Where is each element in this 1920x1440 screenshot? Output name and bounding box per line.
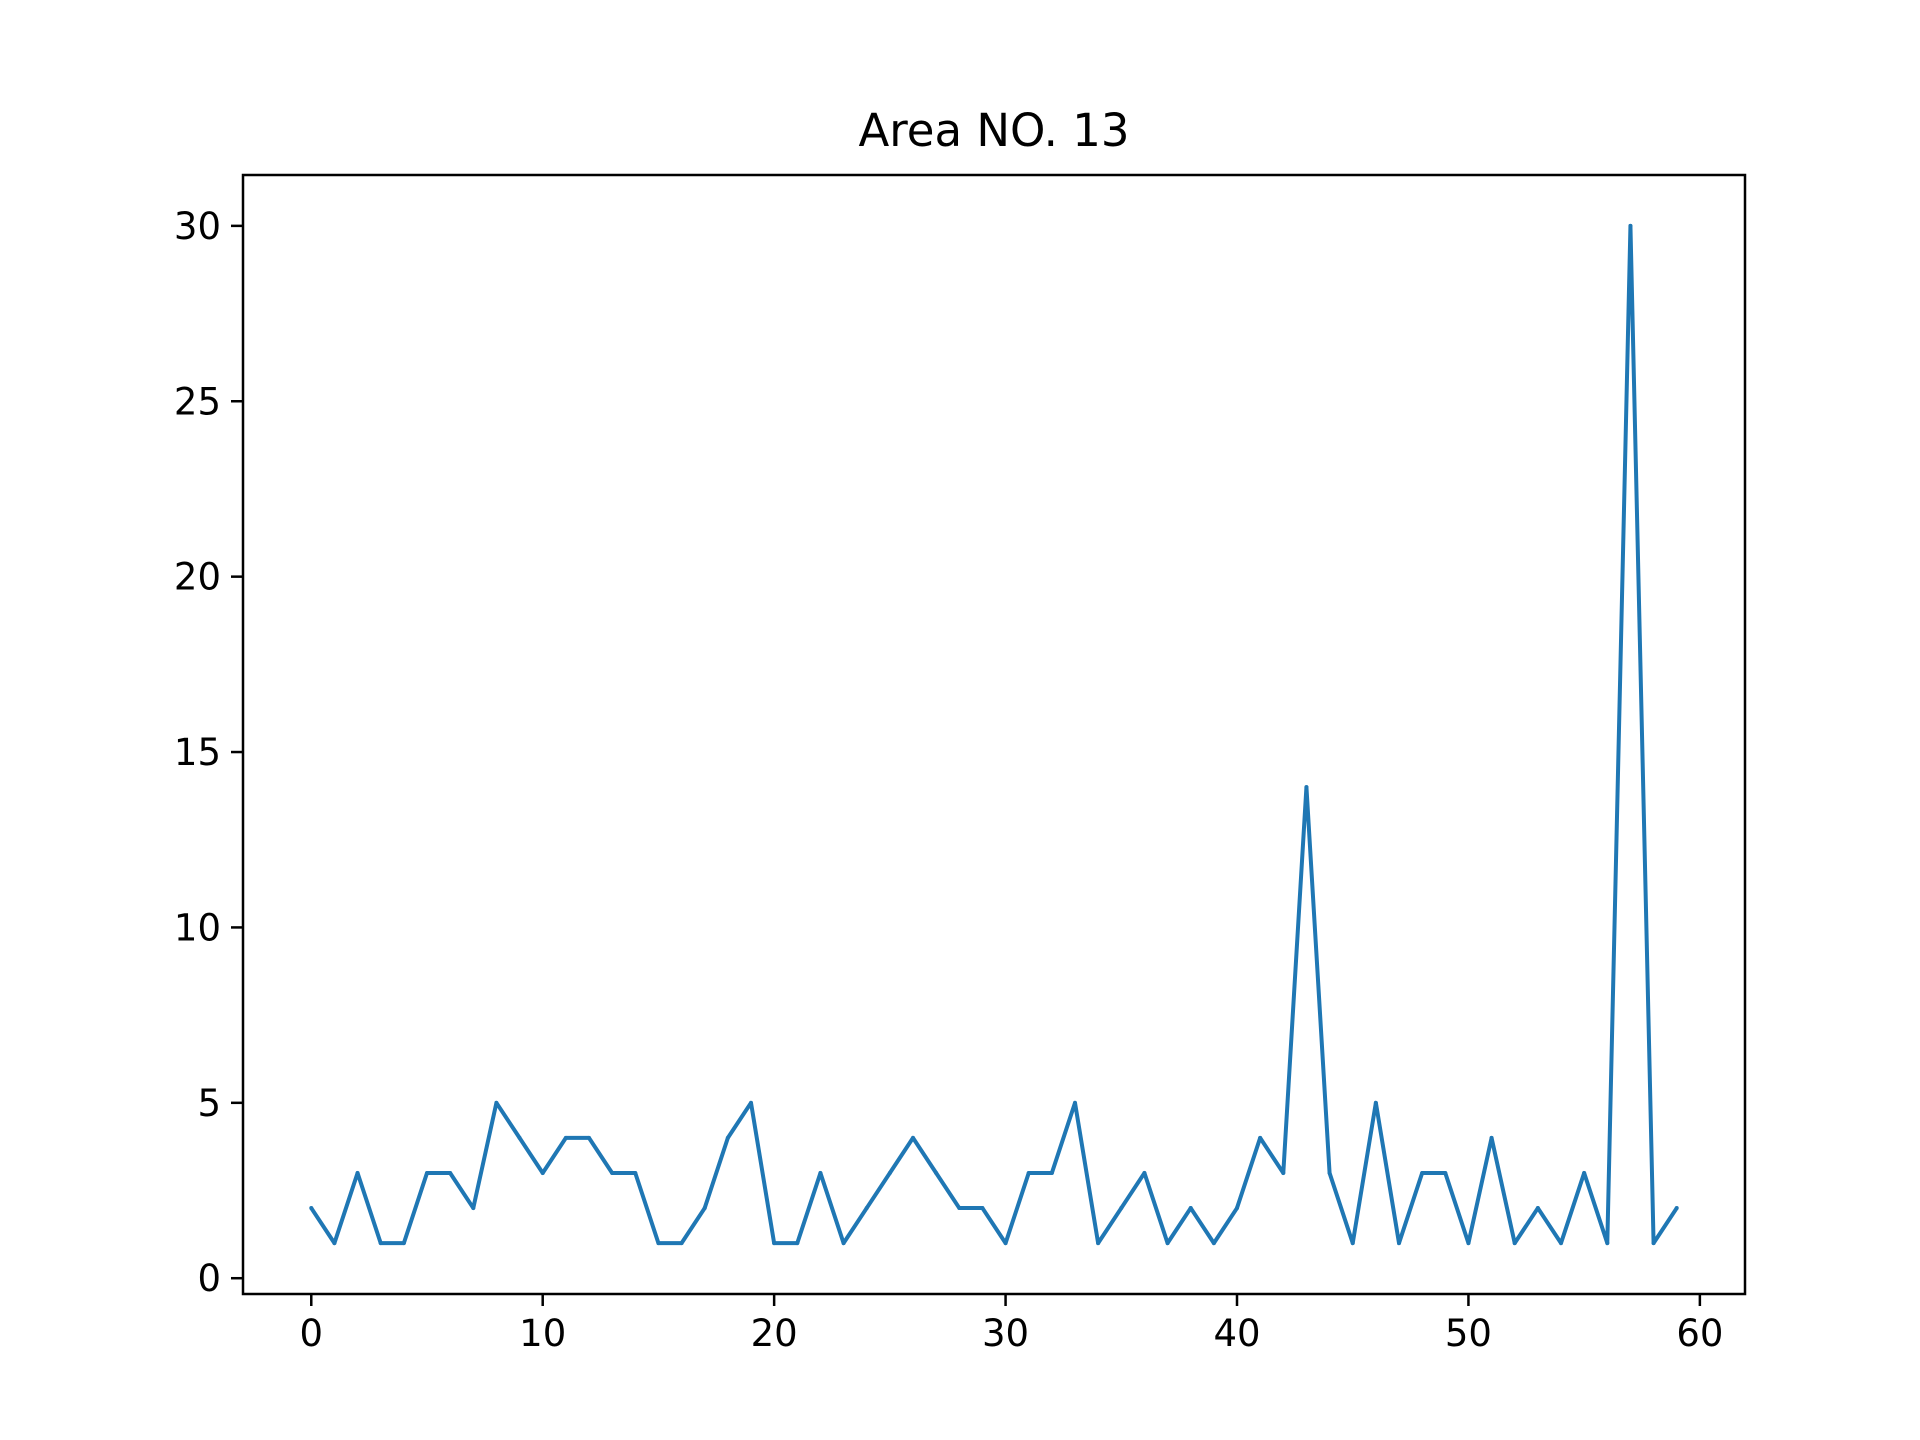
data-point bbox=[1535, 1206, 1540, 1211]
y-tick-label: 10 bbox=[174, 906, 221, 949]
y-tick-label: 30 bbox=[174, 205, 221, 248]
data-point bbox=[448, 1170, 453, 1175]
data-point bbox=[1512, 1241, 1517, 1246]
data-point bbox=[633, 1170, 638, 1175]
data-point bbox=[540, 1170, 545, 1175]
data-point bbox=[517, 1135, 522, 1140]
data-point bbox=[795, 1241, 800, 1246]
data-point bbox=[1119, 1206, 1124, 1211]
x-tick-label: 0 bbox=[299, 1312, 323, 1355]
data-point bbox=[1443, 1170, 1448, 1175]
data-point bbox=[1489, 1135, 1494, 1140]
series-line bbox=[309, 223, 1679, 1246]
axes: 0 10 20 30 40 50 60 0 5 10 15 20 25 30 bbox=[174, 205, 1724, 1355]
data-point bbox=[1651, 1241, 1656, 1246]
data-point bbox=[424, 1170, 429, 1175]
data-point bbox=[1605, 1241, 1610, 1246]
data-point bbox=[656, 1241, 661, 1246]
data-point bbox=[332, 1241, 337, 1246]
y-tick-label: 15 bbox=[174, 731, 221, 774]
data-point bbox=[1235, 1206, 1239, 1211]
data-point bbox=[355, 1170, 360, 1175]
data-point bbox=[957, 1206, 962, 1211]
data-point bbox=[911, 1135, 915, 1140]
data-point bbox=[1073, 1100, 1077, 1105]
data-point bbox=[1397, 1241, 1402, 1246]
data-point bbox=[378, 1241, 383, 1246]
data-point bbox=[1003, 1241, 1008, 1246]
data-point bbox=[1327, 1170, 1332, 1175]
data-point bbox=[818, 1170, 823, 1175]
data-point bbox=[610, 1170, 615, 1175]
data-point bbox=[309, 1206, 314, 1211]
data-point bbox=[1582, 1170, 1587, 1175]
data-point bbox=[679, 1241, 684, 1246]
data-point bbox=[563, 1135, 568, 1140]
data-point bbox=[1165, 1241, 1170, 1246]
chart-title: Area NO. 13 bbox=[859, 104, 1130, 157]
data-point bbox=[1674, 1206, 1679, 1211]
y-tick-label: 5 bbox=[197, 1082, 221, 1125]
y-tick-label: 0 bbox=[197, 1257, 221, 1300]
x-tick-label: 40 bbox=[1213, 1312, 1260, 1355]
data-point bbox=[1281, 1170, 1286, 1175]
data-point bbox=[725, 1135, 730, 1140]
data-point bbox=[1049, 1170, 1054, 1175]
x-tick-label: 30 bbox=[982, 1312, 1029, 1355]
data-point bbox=[1420, 1170, 1425, 1175]
data-point bbox=[1211, 1241, 1216, 1246]
data-point bbox=[702, 1206, 707, 1211]
x-tick-label: 50 bbox=[1445, 1312, 1492, 1355]
data-point bbox=[494, 1100, 499, 1105]
x-tick-label: 10 bbox=[519, 1312, 566, 1355]
data-point bbox=[1096, 1241, 1101, 1246]
data-point bbox=[586, 1135, 591, 1140]
data-point bbox=[864, 1206, 869, 1211]
plot-area bbox=[309, 223, 1679, 1246]
data-point bbox=[1258, 1135, 1263, 1140]
x-tick-label: 20 bbox=[751, 1312, 798, 1355]
y-tick-label: 20 bbox=[174, 556, 221, 599]
data-point bbox=[1628, 223, 1633, 228]
data-point bbox=[1373, 1100, 1378, 1105]
data-point bbox=[1142, 1170, 1147, 1175]
data-point bbox=[1304, 785, 1309, 790]
data-point bbox=[401, 1241, 406, 1246]
axes-frame bbox=[241, 173, 1747, 1296]
data-point bbox=[841, 1241, 846, 1246]
x-tick-label: 60 bbox=[1676, 1312, 1723, 1355]
data-point bbox=[1466, 1241, 1471, 1246]
data-point bbox=[749, 1100, 753, 1105]
data-point bbox=[772, 1241, 777, 1246]
data-point bbox=[1350, 1241, 1355, 1246]
data-point bbox=[934, 1170, 939, 1175]
data-point bbox=[1026, 1170, 1031, 1175]
data-point bbox=[980, 1206, 985, 1211]
data-point bbox=[887, 1170, 892, 1175]
data-point bbox=[471, 1206, 476, 1211]
data-point bbox=[1559, 1241, 1564, 1246]
y-tick-label: 25 bbox=[174, 380, 221, 423]
data-point bbox=[1188, 1206, 1193, 1211]
